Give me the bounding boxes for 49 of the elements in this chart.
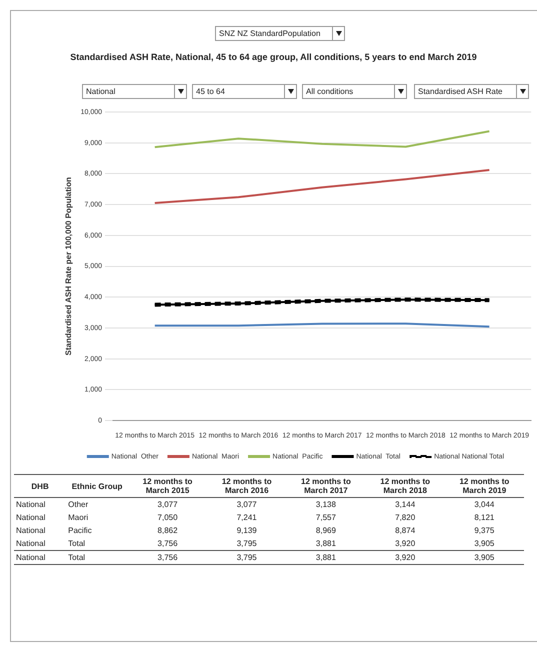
text: 3,920 bbox=[366, 550, 445, 564]
text: 3,905 bbox=[444, 550, 524, 564]
text: 3,795 bbox=[207, 550, 286, 564]
text: 7,820 bbox=[394, 512, 416, 524]
dropdown-field: All conditions bbox=[302, 84, 407, 99]
text: 8,862 bbox=[156, 525, 179, 537]
text: Ethnic Group bbox=[66, 474, 128, 498]
text: 3,044 bbox=[473, 499, 496, 511]
dropdown-field: 45 to 64 bbox=[192, 84, 297, 99]
text: National bbox=[15, 538, 46, 550]
text: Maori bbox=[67, 512, 90, 524]
text: DHB bbox=[14, 474, 66, 498]
category-label: 12 months to March 2018 bbox=[380, 477, 430, 495]
text: National bbox=[14, 550, 66, 564]
text: Other bbox=[67, 499, 90, 511]
text: Pacific bbox=[67, 525, 93, 537]
text: 3,881 bbox=[286, 550, 366, 564]
text: Total bbox=[66, 550, 128, 564]
text: 3,138 bbox=[314, 499, 337, 511]
chart-title: Standardised ASH Rate, National, 45 to 64 age group, All conditions, 5 years to end March 2019 bbox=[69, 52, 478, 62]
category-label: 12 months to March 2016 bbox=[222, 477, 272, 495]
text: 3,077 bbox=[236, 499, 258, 511]
text: 7,241 bbox=[236, 512, 258, 524]
text: National bbox=[15, 499, 46, 511]
text: Total bbox=[67, 538, 86, 550]
text: 9,375 bbox=[473, 525, 496, 537]
text: 3,920 bbox=[394, 538, 416, 550]
text: National bbox=[15, 512, 46, 524]
y-axis-title: Standardised ASH Rate per 100,000 Population bbox=[64, 176, 74, 356]
text: 8,969 bbox=[314, 525, 337, 537]
text: 3,756 bbox=[156, 538, 179, 550]
text: 3,905 bbox=[473, 538, 496, 550]
text: 3,756 bbox=[128, 550, 208, 564]
dropdown-field: SNZ NZ StandardPopulation bbox=[215, 26, 345, 41]
text: 8,874 bbox=[394, 525, 416, 537]
dropdown-field: National bbox=[82, 84, 187, 99]
text: 9,139 bbox=[236, 525, 258, 537]
text: 8,121 bbox=[473, 512, 496, 524]
category-label: 12 months to March 2019 bbox=[459, 477, 510, 495]
text: 3,795 bbox=[236, 538, 258, 550]
text: 3,144 bbox=[394, 499, 416, 511]
text: 3,881 bbox=[314, 538, 337, 550]
text: 3,077 bbox=[156, 499, 179, 511]
text: National bbox=[15, 525, 46, 537]
dropdown-field: Standardised ASH Rate bbox=[414, 84, 529, 99]
text: 7,557 bbox=[314, 512, 337, 524]
category-label: 12 months to March 2015 bbox=[142, 477, 192, 495]
category-label: 12 months to March 2017 bbox=[301, 477, 351, 495]
text: 7,050 bbox=[156, 512, 179, 524]
